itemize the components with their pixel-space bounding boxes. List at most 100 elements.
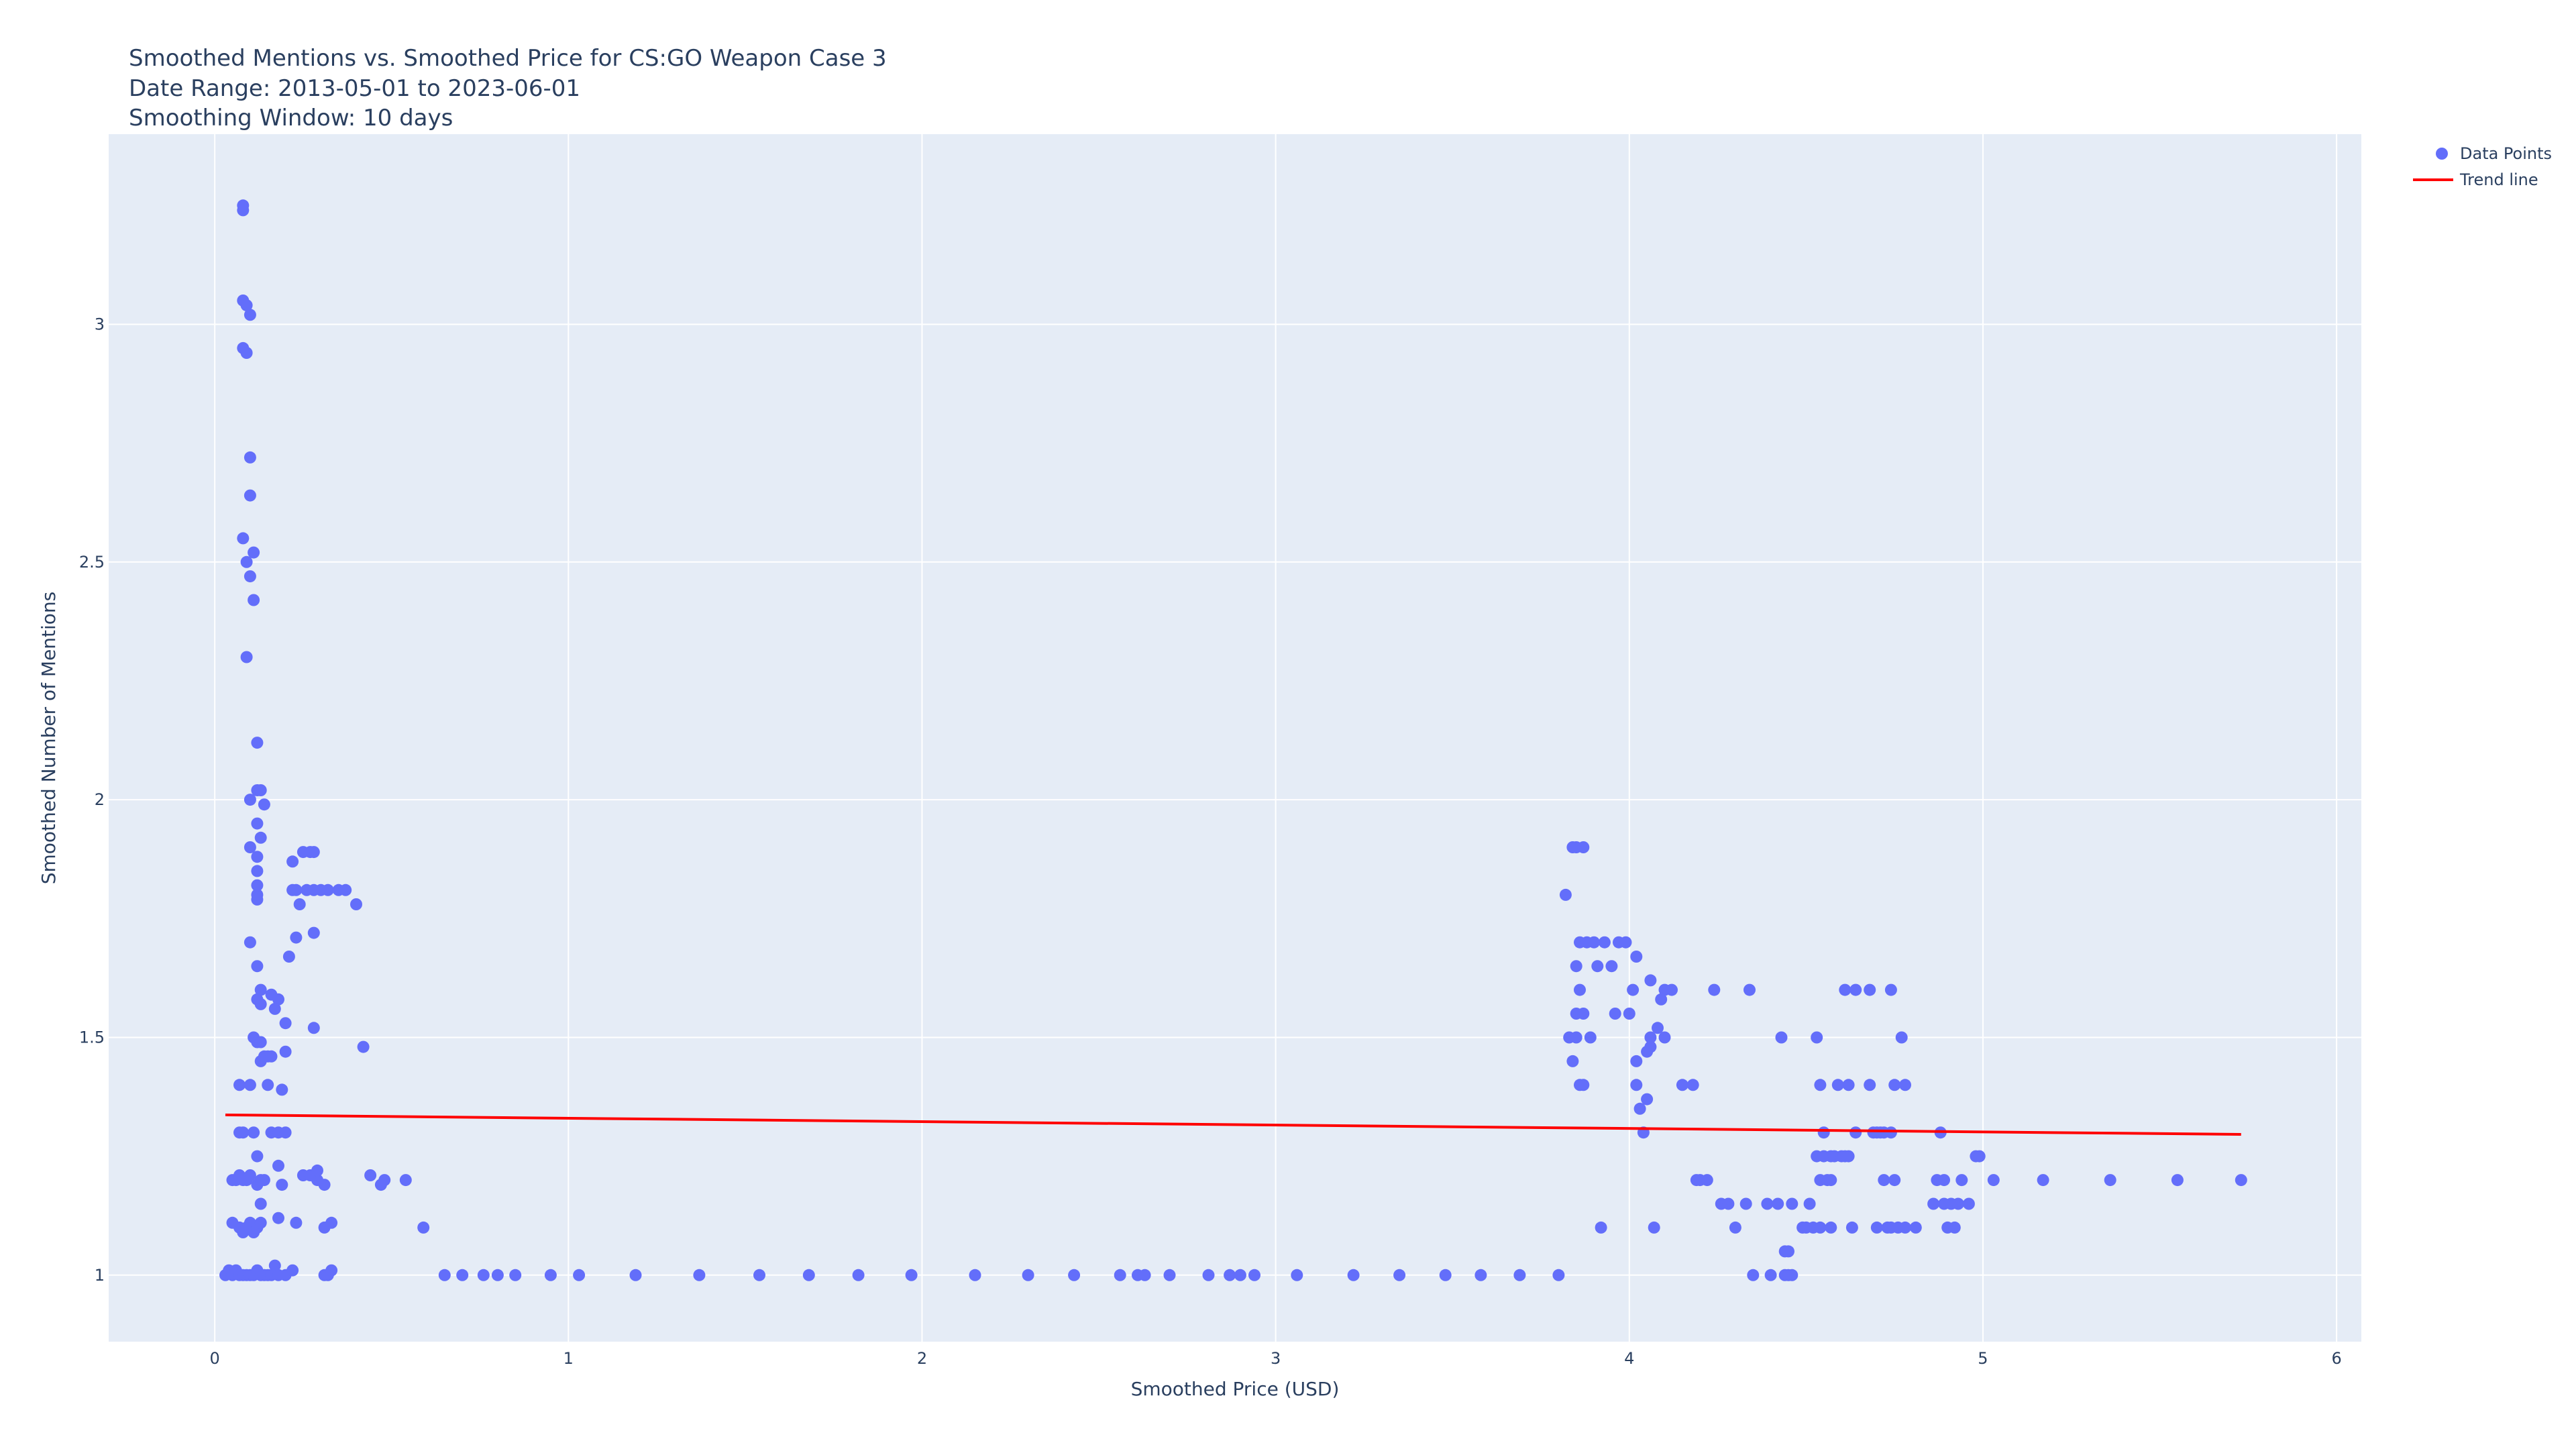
data-point[interactable] <box>276 1179 288 1191</box>
data-point[interactable] <box>279 1017 292 1030</box>
data-point[interactable] <box>905 1269 918 1281</box>
data-point[interactable] <box>258 1174 270 1187</box>
data-point[interactable] <box>1955 1174 1968 1187</box>
data-point[interactable] <box>629 1269 642 1281</box>
data-point[interactable] <box>491 1269 504 1281</box>
data-point[interactable] <box>254 983 267 996</box>
data-point[interactable] <box>290 1216 303 1229</box>
data-point[interactable] <box>251 865 264 877</box>
legend[interactable]: Data Points Trend line <box>2413 144 2552 189</box>
data-point[interactable] <box>1842 1079 1855 1091</box>
data-point[interactable] <box>1948 1221 1961 1234</box>
data-point[interactable] <box>1973 1150 1986 1163</box>
data-point[interactable] <box>2037 1174 2049 1187</box>
data-point[interactable] <box>290 883 303 896</box>
data-point[interactable] <box>1864 983 1876 996</box>
data-point[interactable] <box>1775 1031 1788 1044</box>
data-point[interactable] <box>1633 1102 1646 1115</box>
data-point[interactable] <box>1347 1269 1360 1281</box>
data-point[interactable] <box>1552 1269 1565 1281</box>
data-point[interactable] <box>325 1216 338 1229</box>
data-point[interactable] <box>1577 1079 1590 1091</box>
data-point[interactable] <box>1899 1079 1911 1091</box>
data-point[interactable] <box>1849 1126 1862 1139</box>
data-point[interactable] <box>1474 1269 1487 1281</box>
data-point[interactable] <box>1864 1079 1876 1091</box>
data-point[interactable] <box>318 1179 331 1191</box>
data-point[interactable] <box>279 1126 292 1139</box>
data-point[interactable] <box>1878 1174 1890 1187</box>
data-point[interactable] <box>1609 1008 1621 1020</box>
data-point[interactable] <box>1938 1174 1950 1187</box>
data-point[interactable] <box>1648 1221 1660 1234</box>
data-point[interactable] <box>244 451 256 464</box>
data-point[interactable] <box>1630 1079 1643 1091</box>
data-point[interactable] <box>248 1126 260 1139</box>
data-point[interactable] <box>969 1269 981 1281</box>
data-point[interactable] <box>350 898 362 910</box>
data-point[interactable] <box>1895 1031 1908 1044</box>
data-point[interactable] <box>307 926 320 939</box>
data-point[interactable] <box>1393 1269 1406 1281</box>
data-point[interactable] <box>244 936 256 949</box>
data-point[interactable] <box>1644 974 1657 987</box>
data-point[interactable] <box>802 1269 815 1281</box>
data-point[interactable] <box>240 347 253 359</box>
data-point[interactable] <box>2104 1174 2116 1187</box>
data-point[interactable] <box>244 570 256 583</box>
data-point[interactable] <box>254 1036 267 1049</box>
data-point[interactable] <box>265 1050 278 1063</box>
data-point[interactable] <box>233 1079 246 1091</box>
data-point[interactable] <box>1701 1174 1713 1187</box>
data-point[interactable] <box>1845 1221 1858 1234</box>
data-point[interactable] <box>1722 1197 1735 1210</box>
data-point[interactable] <box>339 883 352 896</box>
data-point[interactable] <box>251 1150 264 1163</box>
data-point[interactable] <box>251 851 264 863</box>
data-point[interactable] <box>417 1221 430 1234</box>
data-point[interactable] <box>1666 983 1678 996</box>
data-point[interactable] <box>248 546 260 559</box>
data-point[interactable] <box>1849 983 1862 996</box>
data-point[interactable] <box>456 1269 469 1281</box>
data-point[interactable] <box>1595 1221 1607 1234</box>
data-point[interactable] <box>753 1269 765 1281</box>
data-point[interactable] <box>509 1269 522 1281</box>
data-point[interactable] <box>1291 1269 1303 1281</box>
trend-line[interactable] <box>225 1113 2241 1136</box>
data-point[interactable] <box>378 1174 391 1187</box>
data-point[interactable] <box>251 737 264 749</box>
data-point[interactable] <box>1570 960 1582 973</box>
data-point[interactable] <box>325 1264 338 1277</box>
data-point[interactable] <box>1652 1022 1664 1034</box>
data-point[interactable] <box>1566 1055 1579 1067</box>
data-point[interactable] <box>272 1159 284 1172</box>
data-point[interactable] <box>237 1126 250 1139</box>
data-point[interactable] <box>244 841 256 853</box>
data-point[interactable] <box>1814 1079 1827 1091</box>
data-point[interactable] <box>2171 1174 2184 1187</box>
data-point[interactable] <box>279 1045 292 1058</box>
data-point[interactable] <box>268 1002 281 1015</box>
data-point[interactable] <box>286 1264 299 1277</box>
data-point[interactable] <box>1729 1221 1741 1234</box>
data-point[interactable] <box>1839 983 1851 996</box>
data-point[interactable] <box>1513 1269 1526 1281</box>
data-point[interactable] <box>321 883 334 896</box>
data-point[interactable] <box>244 1079 256 1091</box>
data-point[interactable] <box>1559 888 1572 901</box>
data-point[interactable] <box>544 1269 557 1281</box>
data-point[interactable] <box>254 1197 267 1210</box>
data-point[interactable] <box>244 1169 256 1181</box>
data-point[interactable] <box>1644 1040 1657 1053</box>
data-point[interactable] <box>1686 1079 1699 1091</box>
data-point[interactable] <box>477 1269 490 1281</box>
data-point[interactable] <box>1234 1269 1246 1281</box>
data-point[interactable] <box>1842 1150 1855 1163</box>
data-point[interactable] <box>293 898 306 910</box>
data-point[interactable] <box>852 1269 865 1281</box>
data-point[interactable] <box>1630 951 1643 963</box>
legend-item-data-points[interactable]: Data Points <box>2436 144 2552 163</box>
data-point[interactable] <box>1825 1221 1837 1234</box>
data-point[interactable] <box>1627 983 1640 996</box>
